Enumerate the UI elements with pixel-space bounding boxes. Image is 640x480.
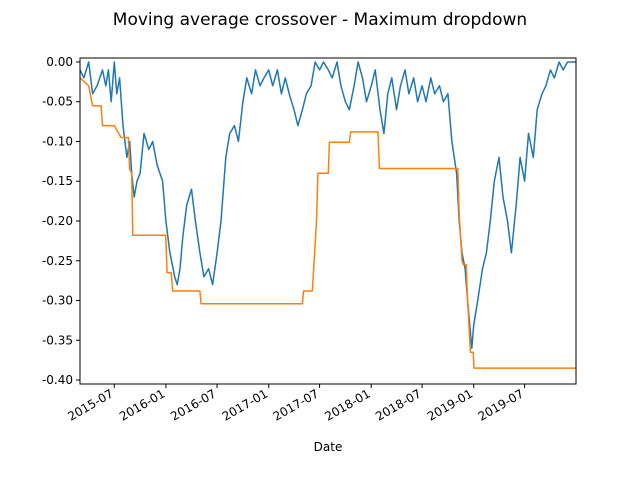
y-tick-label: -0.20 [42, 214, 73, 228]
y-tick-label: -0.40 [42, 373, 73, 387]
series-line-2 [80, 77, 576, 369]
plot-frame [79, 57, 577, 385]
y-tick-label: 0.00 [46, 55, 73, 69]
y-tick-label: -0.30 [42, 294, 73, 308]
x-axis-label: Date [314, 440, 343, 454]
chart-title: Moving average crossover - Maximum dropd… [113, 10, 527, 30]
y-tick-label: -0.35 [42, 333, 73, 347]
y-tick-label: -0.05 [42, 95, 73, 109]
series-layer [80, 61, 576, 369]
y-axis: 0.00 -0.05 -0.10 -0.15 -0.20 -0.25 -0.30 -0.35 -… [42, 55, 80, 387]
series-line-1 [80, 61, 576, 349]
y-tick-label: -0.10 [42, 134, 73, 148]
y-tick-label: -0.25 [42, 254, 73, 268]
y-tick-label: -0.15 [42, 174, 73, 188]
